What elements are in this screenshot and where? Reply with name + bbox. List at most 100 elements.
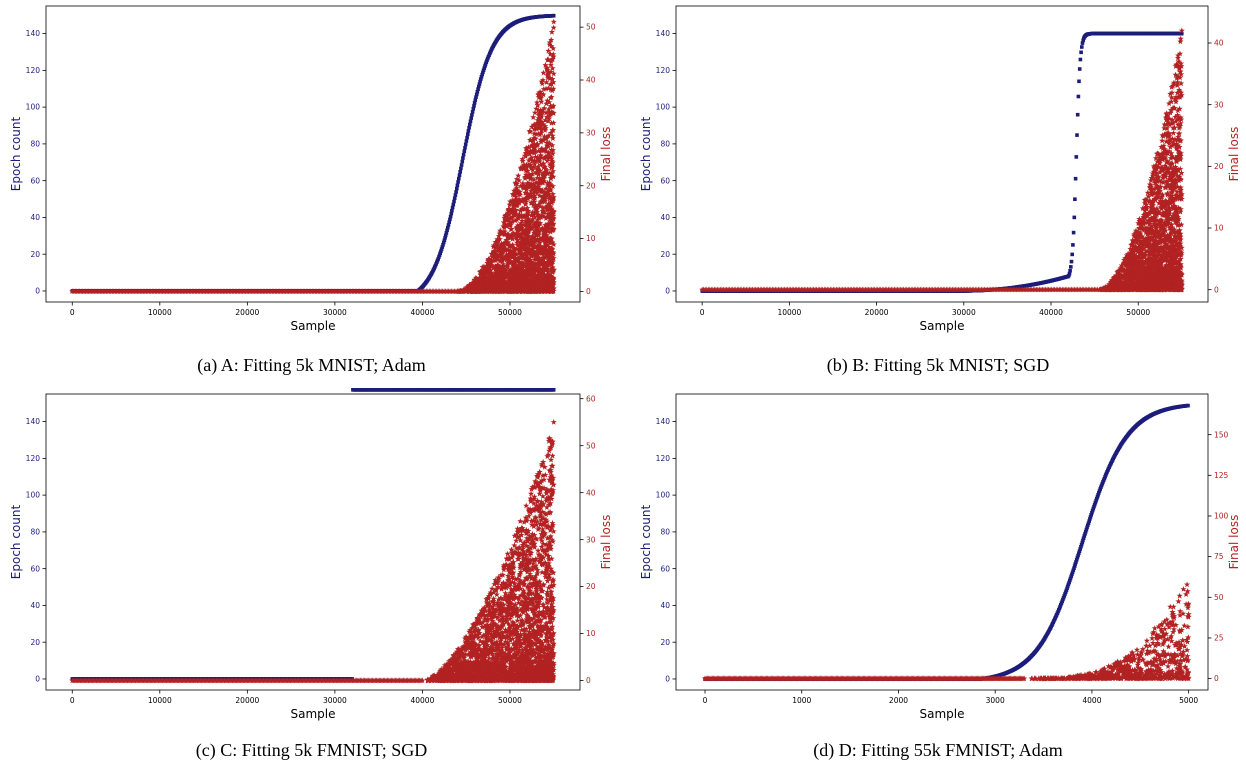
epoch-point bbox=[462, 153, 466, 157]
loss-point bbox=[530, 114, 536, 120]
epoch-point bbox=[450, 209, 454, 213]
epoch-point bbox=[458, 173, 462, 177]
y-left-tick-label: 0 bbox=[665, 287, 670, 296]
epoch-point bbox=[467, 126, 471, 130]
epoch-point bbox=[469, 116, 473, 120]
y-right-tick-label: 40 bbox=[586, 76, 596, 85]
epoch-point bbox=[469, 120, 473, 124]
epoch-point bbox=[1073, 216, 1077, 220]
epoch-point bbox=[454, 190, 458, 194]
x-tick-label: 40000 bbox=[410, 308, 434, 317]
epoch-point bbox=[1074, 177, 1078, 181]
x-tick-label: 40000 bbox=[1039, 308, 1063, 317]
x-tick-label: 0 bbox=[70, 308, 75, 317]
caption-a: (a) A: Fitting 5k MNIST; Adam bbox=[0, 355, 623, 376]
y-right-tick-label: 30 bbox=[586, 128, 596, 137]
epoch-point bbox=[461, 160, 465, 164]
epoch-point bbox=[463, 146, 467, 150]
y-right-tick-label: 10 bbox=[586, 234, 596, 243]
loss-series bbox=[699, 28, 1185, 293]
epoch-series bbox=[700, 32, 1183, 293]
epoch-point bbox=[465, 136, 469, 140]
y-left-tick-label: 80 bbox=[660, 139, 670, 148]
y-left-tick-label: 20 bbox=[30, 250, 40, 259]
loss-point bbox=[551, 25, 557, 31]
epoch-point bbox=[1077, 80, 1081, 84]
epoch-point bbox=[471, 110, 475, 114]
y-right-tick-label: 0 bbox=[586, 287, 591, 296]
loss-point bbox=[515, 173, 521, 179]
epoch-point bbox=[1071, 243, 1075, 247]
epoch-point bbox=[1073, 197, 1077, 201]
y-left-tick-label: 80 bbox=[30, 139, 40, 148]
y-right-tick-label: 50 bbox=[586, 23, 596, 32]
y-right-tick-label: 10 bbox=[1214, 224, 1224, 233]
epoch-point bbox=[460, 163, 464, 167]
epoch-point bbox=[464, 143, 468, 147]
epoch-point bbox=[1075, 133, 1079, 137]
x-tick-label: 50000 bbox=[498, 308, 522, 317]
epoch-point bbox=[461, 156, 465, 160]
epoch-point bbox=[465, 139, 469, 143]
epoch-point bbox=[1070, 260, 1074, 264]
epoch-point bbox=[470, 113, 474, 117]
epoch-point bbox=[1075, 155, 1079, 159]
epoch-point bbox=[456, 184, 460, 188]
epoch-point bbox=[466, 133, 470, 137]
epoch-point bbox=[458, 170, 462, 174]
y-left-axis-label: Epoch count bbox=[9, 117, 23, 192]
loss-series bbox=[69, 19, 557, 294]
epoch-point bbox=[468, 123, 472, 127]
epoch-point bbox=[1078, 67, 1082, 71]
epoch-point bbox=[1076, 113, 1080, 117]
x-tick-label: 10000 bbox=[148, 308, 172, 317]
y-right-tick-label: 40 bbox=[1214, 39, 1224, 48]
x-tick-label: 20000 bbox=[865, 308, 889, 317]
y-left-tick-label: 120 bbox=[656, 66, 671, 75]
y-right-tick-label: 0 bbox=[1214, 285, 1219, 294]
epoch-point bbox=[1069, 265, 1073, 269]
y-left-tick-label: 0 bbox=[35, 287, 40, 296]
epoch-point bbox=[1072, 231, 1076, 235]
x-tick-label: 50000 bbox=[1126, 308, 1150, 317]
epoch-point bbox=[457, 177, 461, 181]
epoch-point bbox=[463, 149, 467, 153]
epoch-point bbox=[467, 129, 471, 133]
epoch-point bbox=[1080, 45, 1084, 49]
epoch-point bbox=[454, 193, 458, 197]
epoch-point bbox=[552, 14, 556, 18]
y-left-tick-label: 20 bbox=[660, 250, 670, 259]
y-left-tick-label: 60 bbox=[660, 176, 670, 185]
y-left-tick-label: 100 bbox=[26, 103, 41, 112]
y-left-tick-label: 120 bbox=[26, 66, 41, 75]
epoch-point bbox=[1079, 51, 1083, 55]
y-left-tick-label: 140 bbox=[656, 29, 671, 38]
epoch-point bbox=[456, 180, 460, 184]
epoch-point bbox=[1077, 95, 1081, 99]
y-left-tick-label: 40 bbox=[30, 213, 40, 222]
x-tick-label: 20000 bbox=[235, 308, 259, 317]
loss-point bbox=[549, 29, 555, 35]
y-left-tick-label: 40 bbox=[660, 213, 670, 222]
epoch-point bbox=[452, 200, 456, 204]
epoch-point bbox=[459, 167, 463, 171]
y-right-tick-label: 20 bbox=[586, 181, 596, 190]
x-tick-label: 10000 bbox=[777, 308, 801, 317]
y-left-axis-label: Epoch count bbox=[639, 117, 653, 192]
x-tick-label: 0 bbox=[700, 308, 705, 317]
y-left-tick-label: 100 bbox=[656, 103, 671, 112]
epoch-point bbox=[1079, 58, 1083, 62]
y-left-tick-label: 60 bbox=[30, 176, 40, 185]
epoch-point bbox=[453, 197, 457, 201]
epoch-series bbox=[71, 14, 556, 293]
x-tick-label: 30000 bbox=[323, 308, 347, 317]
x-axis-label: Sample bbox=[291, 319, 336, 333]
loss-point bbox=[551, 19, 557, 25]
epoch-point bbox=[455, 187, 459, 191]
y-right-axis-label: Final loss bbox=[599, 127, 613, 182]
epoch-point bbox=[1070, 253, 1074, 257]
